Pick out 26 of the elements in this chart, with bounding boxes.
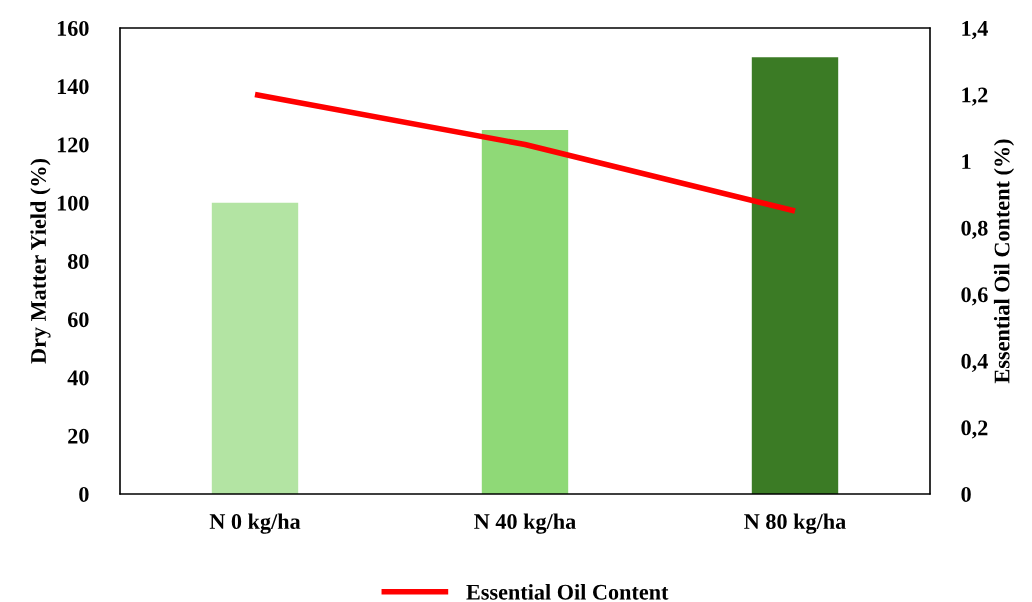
y-tick-label: 80 bbox=[67, 253, 89, 269]
y2-tick-label: 0,4 bbox=[961, 353, 988, 373]
bar bbox=[751, 57, 839, 494]
x-tick-label: N 0 kg/ha bbox=[209, 513, 301, 534]
y2-axis-title: Essential Oil Content (%) bbox=[993, 139, 1015, 384]
y-tick-label: 40 bbox=[67, 370, 89, 386]
y-tick-label: 140 bbox=[57, 79, 89, 95]
y2-tick-label: 1 bbox=[962, 154, 971, 169]
y2-tick-label: 0 bbox=[961, 486, 971, 502]
y-tick-label: 100 bbox=[57, 195, 89, 211]
legend-label: Essential Oil Content bbox=[466, 584, 669, 600]
y-tick-label: 160 bbox=[57, 20, 89, 36]
y-tick-label: 0 bbox=[79, 486, 89, 502]
x-tick-label: N 40 kg/ha bbox=[474, 513, 576, 534]
y-tick-label: 120 bbox=[57, 137, 89, 153]
y2-tick-label: 1,2 bbox=[962, 87, 988, 106]
y-tick-label: 20 bbox=[68, 428, 89, 444]
y-tick-label: 60 bbox=[67, 312, 89, 328]
bar bbox=[481, 129, 569, 494]
x-tick-label: N 80 kg/ha bbox=[744, 513, 846, 534]
bar bbox=[211, 202, 299, 494]
y2-tick-label: 0,6 bbox=[961, 287, 988, 306]
y2-tick-label: 1,4 bbox=[962, 21, 988, 40]
y2-tick-label: 0,8 bbox=[961, 220, 988, 239]
y2-tick-label: 0,2 bbox=[961, 420, 988, 439]
y-axis-title: Dry Matter Yield (%) bbox=[30, 159, 51, 364]
